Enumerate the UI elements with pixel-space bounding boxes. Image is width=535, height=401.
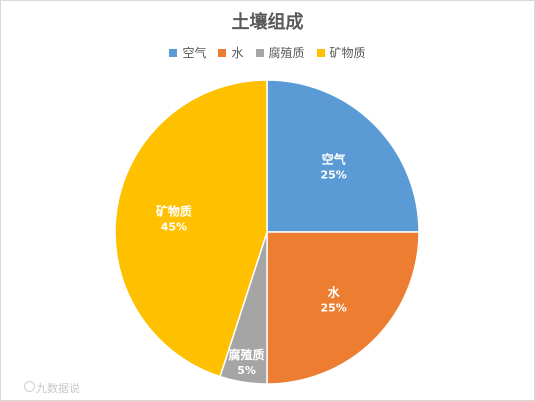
pie-slice-water (266, 231, 420, 385)
legend-swatch-water (218, 48, 227, 57)
slice-label-mineral: 矿物质 (156, 203, 192, 218)
legend-label-humus: 腐殖质 (268, 46, 305, 60)
legend-label-water: 水 (231, 46, 244, 60)
legend-item-air: 空气 (169, 44, 206, 61)
slice-value-air: 25% (320, 168, 346, 181)
legend-item-water: 水 (218, 44, 244, 61)
slice-label-humus: 腐殖质 (229, 347, 265, 362)
slice-value-mineral: 45% (161, 220, 187, 233)
slice-value-water: 25% (320, 302, 346, 315)
pie-labels: 空气 25% 水 25% 腐殖质 5% 矿物质 45% (156, 151, 347, 377)
slice-value-humus: 5% (237, 364, 256, 377)
legend-item-humus: 腐殖质 (255, 44, 305, 61)
legend-item-mineral: 矿物质 (316, 44, 366, 61)
pie-slice-mineral (114, 79, 268, 378)
chart-legend: 空气 水 腐殖质 矿物质 (0, 44, 535, 61)
pie-slices (114, 79, 420, 385)
legend-swatch-mineral (316, 48, 325, 57)
chart-title: 土壤组成 (231, 12, 304, 33)
legend-label-air: 空气 (182, 46, 207, 60)
pie-slice-air (266, 79, 420, 233)
watermark-icon (24, 381, 35, 392)
legend-swatch-humus (255, 48, 264, 57)
legend-swatch-air (169, 48, 178, 57)
slice-label-air: 空气 (322, 151, 346, 166)
legend-label-mineral: 矿物质 (329, 46, 366, 60)
watermark-text: 九数据说 (36, 382, 80, 395)
slice-label-water: 水 (328, 285, 341, 300)
